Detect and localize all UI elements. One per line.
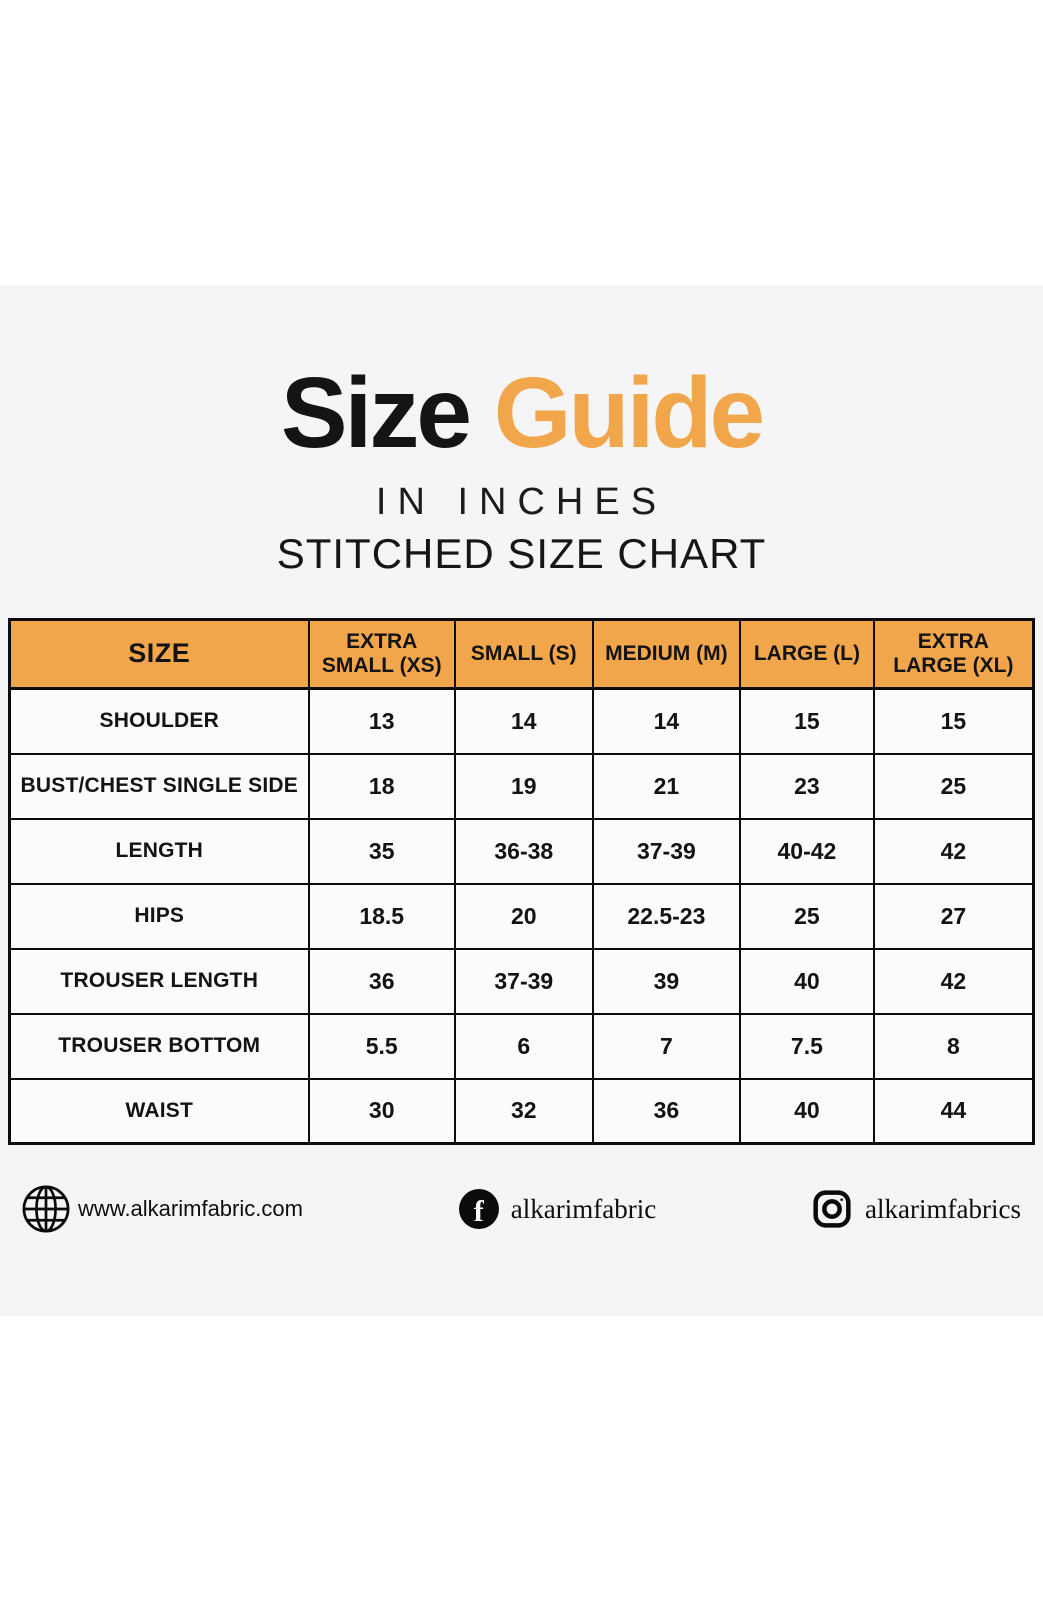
size-value-cell: 7 [591,1012,742,1080]
title-word-size: Size [280,357,472,469]
size-value-cell: 5.5 [307,1012,456,1080]
size-value-cell: 8 [872,1012,1035,1080]
table-row-waist: WAIST 30 32 36 40 44 [8,1077,1035,1145]
website-url: www.alkarimfabric.com [78,1196,303,1221]
table-row-shoulder: SHOULDER 13 14 14 15 15 [8,687,1035,755]
facebook-item: f alkarimfabric [458,1189,657,1229]
instagram-icon [812,1189,865,1229]
size-value-cell: 37-39 [453,947,594,1015]
facebook-handle: alkarimfabric [510,1193,657,1224]
column-header-xs: EXTRA SMALL (XS) [307,618,456,690]
table-row-trouser-length: TROUSER LENGTH 36 37-39 39 40 42 [8,947,1035,1015]
size-value-cell: 13 [307,687,456,755]
column-header-m: MEDIUM (M) [591,618,742,690]
size-value-cell: 19 [453,752,594,820]
size-value-cell: 20 [453,882,594,950]
size-value-cell: 40 [739,1077,875,1145]
subtitle-chart-type: STITCHED SIZE CHART [276,530,767,577]
size-value-cell: 35 [307,817,456,885]
size-value-cell: 44 [872,1077,1035,1145]
table-row-length: LENGTH 35 36-38 37-39 40-42 42 [8,817,1035,885]
website-item: www.alkarimfabric.com [20,1183,303,1235]
size-value-cell: 15 [739,687,875,755]
title-word-guide: Guide [493,357,765,469]
size-value-cell: 22.5-23 [591,882,742,950]
table-row-hips: HIPS 18.5 20 22.5-23 25 27 [8,882,1035,950]
instagram-item: alkarimfabrics [812,1189,1021,1229]
size-value-cell: 15 [872,687,1035,755]
size-value-cell: 25 [872,752,1035,820]
column-header-xl: EXTRA LARGE (XL) [872,618,1035,690]
row-label: LENGTH [8,817,310,885]
size-value-cell: 40 [739,947,875,1015]
globe-icon [20,1183,72,1235]
size-value-cell: 40-42 [739,817,875,885]
row-label: SHOULDER [8,687,310,755]
size-value-cell: 7.5 [739,1012,875,1080]
size-value-cell: 25 [739,882,875,950]
size-value-cell: 18.5 [307,882,456,950]
subtitle-units: IN INCHES [375,481,668,523]
table-row-bust-chest: BUST/CHEST SINGLE SIDE 18 19 21 23 25 [8,752,1035,820]
row-label: TROUSER LENGTH [8,947,310,1015]
size-value-cell: 18 [307,752,456,820]
page-title: Size Guide [0,363,1043,463]
size-value-cell: 21 [591,752,742,820]
header-row: SIZE EXTRA SMALL (XS) SMALL (S) MEDIUM (… [8,618,1035,690]
row-label: HIPS [8,882,310,950]
size-value-cell: 39 [591,947,742,1015]
footer: www.alkarimfabric.com f alkarimfabric al… [0,1181,1043,1237]
row-label: WAIST [8,1077,310,1145]
row-label: TROUSER BOTTOM [8,1012,310,1080]
size-value-cell: 30 [307,1077,456,1145]
column-header-s: SMALL (S) [453,618,594,690]
size-value-cell: 36 [591,1077,742,1145]
size-value-cell: 14 [591,687,742,755]
column-header-l: LARGE (L) [739,618,875,690]
instagram-handle: alkarimfabrics [865,1193,1021,1224]
size-value-cell: 23 [739,752,875,820]
size-value-cell: 14 [453,687,594,755]
title-block: Size Guide IN INCHES STITCHED SIZE CHART [0,363,1043,578]
size-value-cell: 32 [453,1077,594,1145]
table-row-trouser-bottom: TROUSER BOTTOM 5.5 6 7 7.5 8 [8,1012,1035,1080]
column-header-size: SIZE [8,618,310,690]
size-value-cell: 42 [872,817,1035,885]
content-background: Size Guide IN INCHES STITCHED SIZE CHART… [0,285,1043,1316]
size-value-cell: 36-38 [453,817,594,885]
size-value-cell: 37-39 [591,817,742,885]
size-chart-table: SIZE EXTRA SMALL (XS) SMALL (S) MEDIUM (… [8,618,1035,1145]
row-label: BUST/CHEST SINGLE SIDE [8,752,310,820]
size-value-cell: 42 [872,947,1035,1015]
size-value-cell: 27 [872,882,1035,950]
facebook-icon: f [458,1189,499,1229]
size-value-cell: 36 [307,947,456,1015]
size-value-cell: 6 [453,1012,594,1080]
